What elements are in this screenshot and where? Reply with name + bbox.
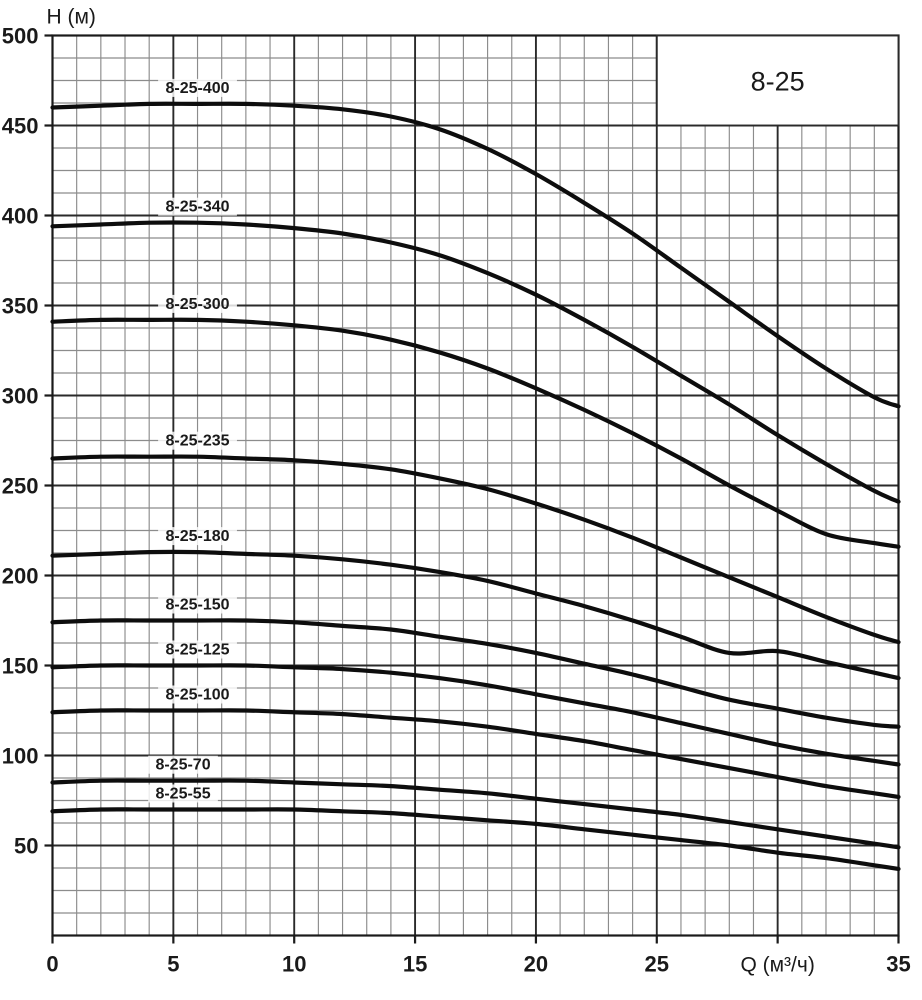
curve-8-25-235: [50, 454, 901, 645]
curve-label-backdrop: [158, 685, 237, 704]
curve-label-8-25-300: 8-25-300: [166, 296, 230, 313]
y-tick-label: 100: [2, 744, 39, 769]
curve-8-25-70: [50, 778, 901, 850]
curve-label-8-25-70: 8-25-70: [155, 757, 210, 774]
curve-label-layer: 8-25-400 8-25-340 8-25-300 8-25-235 8-25-180…: [148, 78, 237, 803]
curve-label-backdrop: [158, 595, 237, 614]
curve-8-25-100: [50, 708, 901, 799]
y-axis-title: H (м): [47, 6, 96, 29]
curve-label-backdrop: [158, 78, 237, 97]
curve-label-8-25-180: 8-25-180: [166, 528, 230, 545]
y-tick-label: 150: [2, 654, 39, 679]
curve-label-8-25-235: 8-25-235: [166, 433, 230, 450]
curve-8-25-400: [50, 101, 901, 409]
y-tick-label: 450: [2, 114, 39, 139]
curve-label-8-25-100: 8-25-100: [166, 687, 230, 704]
curve-label-8-25-55: 8-25-55: [155, 786, 210, 803]
curve-label-backdrop: [158, 431, 237, 450]
curve-label-8-25-125: 8-25-125: [166, 642, 230, 659]
curve-label-backdrop: [148, 784, 218, 803]
curve-label-8-25-400: 8-25-400: [166, 80, 230, 97]
x-tick-label: 5: [167, 952, 179, 977]
curve-label-backdrop: [158, 294, 237, 313]
curve-label-backdrop: [148, 755, 218, 774]
curve-layer: [50, 101, 901, 871]
y-tick-label: 50: [14, 834, 38, 859]
tick-label-layer: 50 100 150 200 250 300 350 400 450 500 0 5 10 15 20 25 3…: [2, 24, 911, 977]
x-tick-label: 35: [886, 952, 910, 977]
x-tick-label: 0: [46, 952, 58, 977]
curve-label-8-25-150: 8-25-150: [166, 597, 230, 614]
x-tick-label: 25: [645, 952, 669, 977]
y-tick-label: 200: [2, 564, 39, 589]
y-tick-label: 350: [2, 294, 39, 319]
x-axis-title: Q (м³/ч): [740, 954, 814, 977]
curve-label-backdrop: [158, 527, 237, 546]
y-tick-label: 500: [2, 24, 39, 49]
x-tick-label: 15: [403, 952, 427, 977]
chart-title-layer: 8-25: [751, 67, 805, 97]
curve-8-25-180: [50, 549, 901, 681]
title-box-rect: [655, 34, 900, 127]
curve-8-25-300: [50, 317, 901, 549]
x-tick-label: 20: [524, 952, 548, 977]
curve-8-25-125: [50, 663, 901, 767]
y-tick-label: 400: [2, 204, 39, 229]
curve-label-backdrop: [158, 640, 237, 659]
curve-8-25-55: [50, 807, 901, 871]
x-tick-label: 10: [282, 952, 306, 977]
curve-8-25-340: [50, 220, 901, 504]
y-tick-label: 250: [2, 474, 39, 499]
curve-label-backdrop: [158, 197, 237, 216]
curve-8-25-150: [50, 618, 901, 729]
chart-title: 8-25: [751, 67, 805, 97]
axis-title-layer: Q (м³/ч) H (м): [47, 6, 815, 977]
y-tick-label: 300: [2, 384, 39, 409]
axis-ticks: [44, 34, 900, 944]
curve-label-8-25-340: 8-25-340: [166, 199, 230, 216]
title-box: [655, 34, 900, 127]
